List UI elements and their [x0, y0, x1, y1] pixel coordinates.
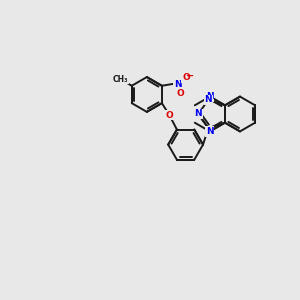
Text: N: N	[206, 92, 214, 101]
Text: N: N	[174, 80, 181, 89]
Text: +: +	[178, 76, 184, 85]
Text: N: N	[194, 110, 202, 118]
Text: O: O	[177, 89, 184, 98]
Text: −: −	[186, 71, 194, 81]
Text: O: O	[182, 73, 190, 82]
Text: N: N	[205, 95, 212, 104]
Text: O: O	[166, 111, 173, 120]
Text: N: N	[206, 127, 214, 136]
Text: CH₃: CH₃	[112, 75, 128, 84]
